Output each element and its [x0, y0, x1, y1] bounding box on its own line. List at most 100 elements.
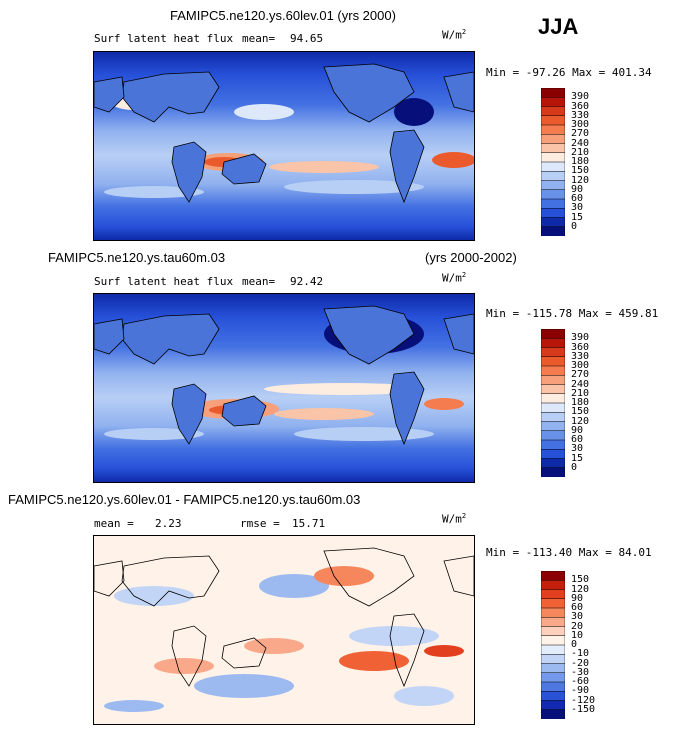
colorbar-tick-label: -60 — [571, 676, 590, 687]
colorbar-tick-label: 360 — [571, 341, 590, 353]
colorbar-tick-label: 330 — [571, 350, 590, 362]
colorbar-tick-label: 30 — [571, 443, 584, 455]
colorbar-tick-label: 210 — [571, 387, 590, 399]
colorbar-swatch — [540, 654, 566, 665]
colorbar-tick-label: 150 — [571, 406, 590, 418]
colorbar-swatch — [540, 617, 566, 628]
colorbar-tick-label: 120 — [571, 583, 590, 595]
colorbar-tick-label: 60 — [571, 193, 584, 204]
colorbar-swatch — [540, 672, 566, 683]
colorbar-tick-label: 60 — [571, 434, 584, 445]
colorbar-tick-label: 90 — [571, 592, 584, 604]
colorbar-tick-label: 120 — [571, 415, 590, 427]
panel2-title: FAMIPC5.ne120.ys.tau60m.03 — [48, 250, 226, 265]
colorbar-tick-label: 30 — [571, 611, 584, 623]
colorbar-tick-label: 240 — [571, 137, 590, 149]
colorbar-swatch — [540, 430, 566, 441]
colorbar-swatch — [540, 700, 566, 711]
panel2-map — [93, 293, 475, 483]
colorbar-swatch — [540, 439, 566, 450]
colorbar-tick-label: 390 — [571, 91, 590, 103]
panel3-units: W/m2 — [442, 512, 467, 526]
colorbar-swatch — [540, 226, 566, 237]
colorbar-swatch — [540, 626, 566, 637]
colorbar-swatch — [540, 365, 566, 376]
colorbar-swatch — [540, 115, 566, 126]
colorbar-swatch — [540, 570, 566, 581]
colorbar-tick-label: -150 — [571, 703, 596, 715]
colorbar-swatch — [540, 87, 566, 98]
colorbar-tick-label: 300 — [571, 360, 590, 371]
panel3-mean-value: 2.23 — [155, 517, 182, 530]
colorbar-tick-label: -30 — [571, 666, 590, 678]
panel1-mean-value: 94.65 — [290, 32, 324, 45]
colorbar-tick-label: 180 — [571, 156, 590, 167]
panel1-map — [93, 51, 475, 241]
colorbar-tick-label: 390 — [571, 332, 590, 344]
colorbar-swatch — [540, 635, 566, 646]
colorbar-tick-label: -120 — [571, 694, 596, 706]
colorbar-swatch — [540, 180, 566, 191]
colorbar-swatch — [540, 143, 566, 154]
panel1-units: W/m2 — [442, 28, 467, 42]
panel3-minmax: Min = -113.40 Max = 84.01 — [486, 546, 652, 559]
colorbar-swatch — [540, 709, 566, 720]
colorbar-tick-label: -10 — [571, 648, 590, 660]
colorbar-swatch — [540, 644, 566, 655]
colorbar-swatch — [540, 134, 566, 145]
colorbar-swatch — [540, 412, 566, 423]
colorbar-tick-label: -20 — [571, 657, 590, 669]
panel2-years: (yrs 2000-2002) — [425, 250, 517, 265]
colorbar-swatch — [540, 338, 566, 349]
colorbar-swatch — [540, 189, 566, 200]
colorbar-tick-label: 150 — [571, 165, 590, 177]
colorbar-swatch — [540, 171, 566, 182]
colorbar-swatch — [540, 663, 566, 674]
colorbar-tick-label: 15 — [571, 211, 584, 223]
panel2-variable: Surf latent heat flux — [94, 275, 234, 288]
colorbar-tick-label: 90 — [571, 424, 584, 436]
colorbar-tick-label: 0 — [571, 639, 578, 650]
panel1-colorbar — [540, 87, 566, 237]
colorbar-swatch — [540, 421, 566, 432]
colorbar-tick-label: 330 — [571, 109, 590, 121]
colorbar-swatch — [540, 589, 566, 600]
colorbar-tick-label: 20 — [571, 620, 584, 632]
colorbar-swatch — [540, 356, 566, 367]
panel3-colorbar — [540, 570, 566, 720]
panel3-diff-blobs — [104, 566, 464, 712]
colorbar-swatch — [540, 458, 566, 469]
panel2-continents — [94, 305, 474, 446]
colorbar-tick-label: 120 — [571, 174, 590, 186]
panel2-mean-label: mean= — [242, 275, 276, 288]
colorbar-tick-label: 0 — [571, 220, 578, 232]
panel3-rmse-value: 15.71 — [292, 517, 326, 530]
panel2-mean-value: 92.42 — [290, 275, 324, 288]
panel3-title: FAMIPC5.ne120.ys.60lev.01 - FAMIPC5.ne12… — [8, 492, 361, 507]
colorbar-tick-label: 270 — [571, 369, 590, 381]
colorbar-tick-label: 60 — [571, 602, 584, 613]
panel2-units: W/m2 — [442, 271, 467, 285]
colorbar-swatch — [540, 217, 566, 228]
colorbar-swatch — [540, 347, 566, 358]
colorbar-tick-label: 360 — [571, 100, 590, 112]
colorbar-tick-label: 15 — [571, 452, 584, 464]
colorbar-swatch — [540, 375, 566, 386]
colorbar-tick-label: 10 — [571, 629, 584, 641]
colorbar-tick-label: -90 — [571, 685, 590, 697]
colorbar-swatch — [540, 467, 566, 478]
colorbar-swatch — [540, 97, 566, 108]
colorbar-swatch — [540, 393, 566, 404]
colorbar-swatch — [540, 208, 566, 219]
panel1-continents — [94, 63, 474, 204]
colorbar-swatch — [540, 161, 566, 172]
colorbar-tick-label: 300 — [571, 119, 590, 130]
colorbar-swatch — [540, 198, 566, 209]
colorbar-swatch — [540, 106, 566, 117]
season-label: JJA — [538, 14, 579, 39]
colorbar-swatch — [540, 681, 566, 692]
colorbar-swatch — [540, 598, 566, 609]
colorbar-tick-label: 30 — [571, 202, 584, 214]
panel1-minmax: Min = -97.26 Max = 401.34 — [486, 66, 652, 79]
panel1-mean-label: mean= — [242, 32, 276, 45]
